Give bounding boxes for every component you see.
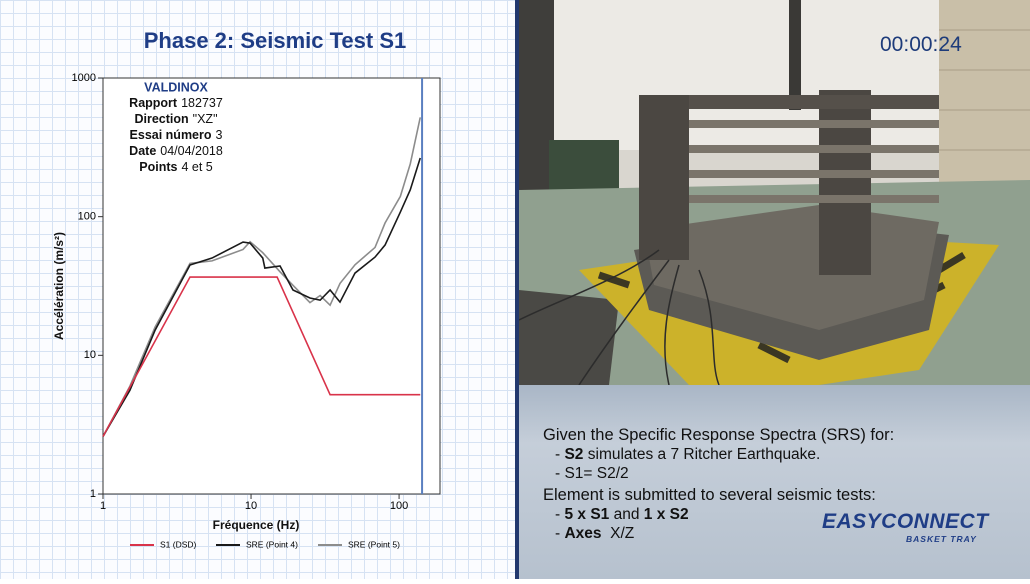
x-tick-label: 100: [390, 500, 408, 512]
plot-area: [102, 77, 441, 495]
info-value: "XZ": [193, 112, 218, 126]
info-label: Direction: [134, 112, 188, 126]
info-value: 4 et 5: [181, 160, 212, 174]
panel-text-segment: Element is submitted to several seismic …: [543, 486, 876, 504]
x-tick-label: 10: [245, 500, 257, 512]
logo: EASYCONNECT BASKET TRAY: [822, 510, 1002, 544]
y-tick-label: 100: [78, 211, 96, 223]
y-tick-label: 10: [84, 349, 96, 361]
info-label: Rapport: [129, 96, 178, 110]
info-field: Rapport 182737: [129, 96, 223, 110]
y-axis-label: Accélération (m/s²): [52, 232, 66, 340]
info-value: 182737: [181, 96, 223, 110]
panel-text-segment: and: [609, 506, 644, 523]
info-value: 3: [216, 128, 223, 142]
y-tick-label: 1000: [72, 72, 96, 84]
panel-text-segment: Axes: [564, 525, 602, 542]
info-value: 04/04/2018: [160, 144, 223, 158]
panel-text-segment: -: [555, 446, 565, 463]
panel-text-segment: 5 x S1: [564, 506, 610, 523]
x-axis-label: Fréquence (Hz): [213, 518, 300, 532]
info-field: Points 4 et 5: [139, 160, 213, 174]
legend-label: SRE (Point 4): [246, 539, 298, 549]
chart-panel: Phase 2: Seismic Test S1 Fréquence (Hz) …: [0, 0, 515, 579]
info-field: Date 04/04/2018: [129, 144, 223, 158]
panel-text-segment: Given the Specific Response Spectra (SRS…: [543, 426, 895, 444]
panel-line: Element is submitted to several seismic …: [543, 486, 894, 505]
legend-label: SRE (Point 5): [348, 539, 400, 549]
panel-line: Given the Specific Response Spectra (SRS…: [543, 426, 894, 445]
panel-text: Given the Specific Response Spectra (SRS…: [543, 423, 894, 543]
panel-text-segment: S2: [564, 446, 584, 463]
info-label: Date: [129, 144, 156, 158]
panel-line: - S2 simulates a 7 Ritcher Earthquake.: [543, 445, 894, 464]
panel-text-segment: -: [555, 525, 565, 542]
series-line: [102, 276, 421, 437]
photo: [519, 0, 1030, 385]
info-label: Points: [139, 160, 177, 174]
panel-line: - S1= S2/2: [543, 464, 894, 483]
legend-label: S1 (DSD): [160, 539, 197, 549]
info-company: VALDINOX: [144, 80, 208, 94]
chart-title: Phase 2: Seismic Test S1: [144, 28, 407, 53]
logo-brand: EASYCONNECT: [822, 510, 989, 533]
x-tick-label: 1: [100, 500, 106, 512]
divider: [515, 0, 519, 579]
timer: 00:00:24: [880, 33, 962, 56]
panel-text-segment: -: [555, 506, 565, 523]
series-line: [102, 157, 422, 437]
y-tick-label: 1: [90, 488, 96, 500]
info-field: Essai número 3: [130, 128, 223, 142]
panel-text-segment: X/Z: [601, 525, 635, 542]
chart: Phase 2: Seismic Test S1 Fréquence (Hz) …: [52, 28, 441, 549]
info-panel: Given the Specific Response Spectra (SRS…: [519, 385, 1030, 579]
info-field: Direction "XZ": [134, 112, 217, 126]
logo-tagline: BASKET TRAY: [906, 534, 977, 544]
info-label: Essai número: [130, 128, 212, 142]
panel-text-segment: simulates a 7 Ritcher Earthquake.: [583, 446, 821, 463]
panel-text-segment: 1 x S2: [643, 506, 689, 523]
panel-text-segment: - S1= S2/2: [555, 465, 629, 482]
panel-line: - Axes X/Z: [543, 524, 894, 543]
panel-line: - 5 x S1 and 1 x S2: [543, 505, 894, 524]
